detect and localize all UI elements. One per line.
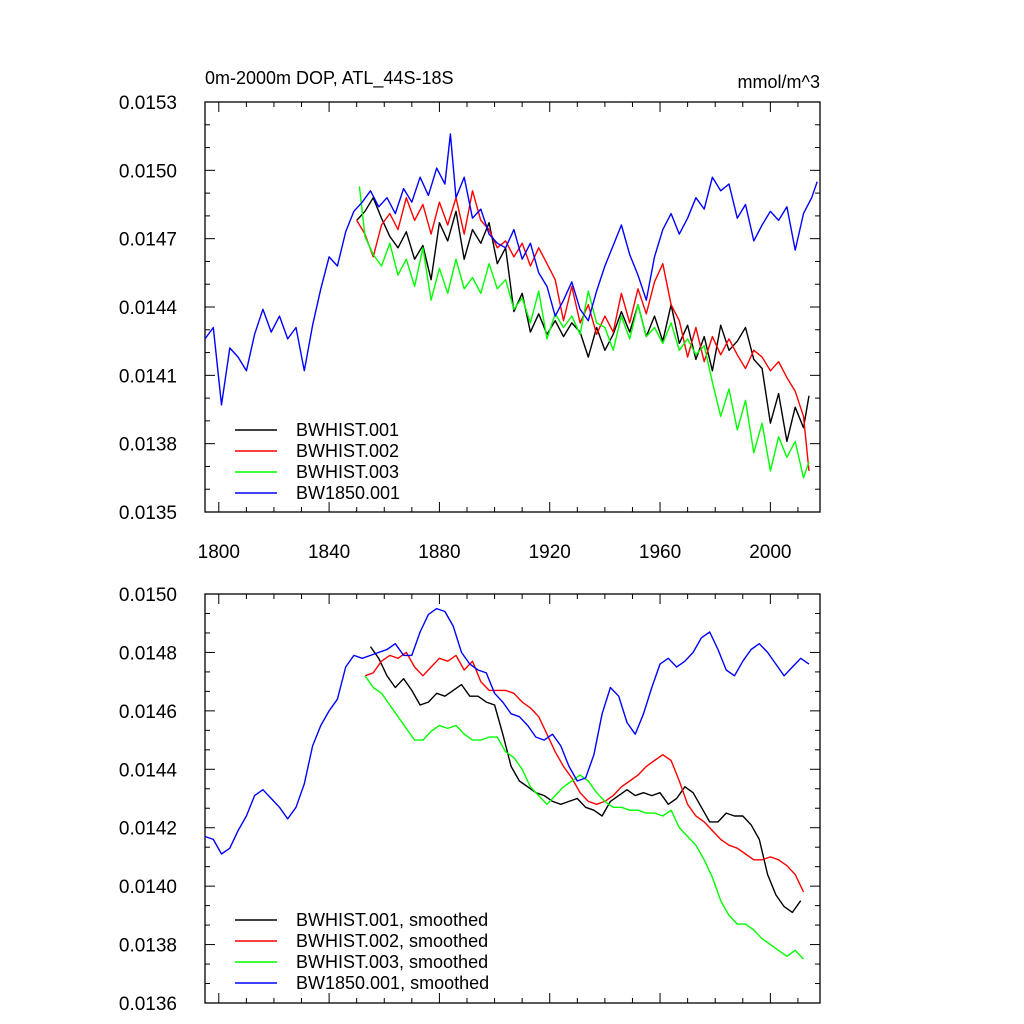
x-tick-label: 1840 — [308, 542, 350, 563]
top-panel: 1800 1840 1880 1920 1960 2000 0.0135 0.0138 0.01… — [119, 68, 821, 563]
series-line — [369, 646, 802, 914]
y-tick-label: 0.0142 — [119, 819, 177, 840]
y-tick-label: 0.0146 — [119, 702, 177, 723]
y-tick-label: 0.0138 — [119, 435, 177, 456]
legend-label: BWHIST.001 — [296, 420, 399, 440]
y-tick-label: 0.0144 — [119, 298, 178, 319]
units-label: mmol/m^3 — [738, 72, 820, 92]
y-tick-label: 0.0150 — [119, 585, 177, 606]
y-tick-label: 0.0136 — [119, 994, 177, 1015]
series-line — [204, 607, 810, 855]
legend-label: BWHIST.003 — [296, 462, 399, 482]
legend-label: BWHIST.001, smoothed — [296, 910, 488, 930]
legend-label: BWHIST.003, smoothed — [296, 952, 488, 972]
y-tick-label: 0.0147 — [119, 230, 177, 251]
y-tick-label: 0.0138 — [119, 936, 177, 957]
y-tick-label: 0.0140 — [119, 877, 177, 898]
legend-label: BW1850.001 — [296, 483, 400, 503]
legend-label: BW1850.001, smoothed — [296, 973, 489, 993]
x-tick-label: 1960 — [639, 542, 681, 563]
x-tick-label: 1920 — [529, 542, 571, 563]
series-line — [204, 133, 818, 406]
y-tick-label: 0.0148 — [119, 643, 177, 664]
x-tick-label: 1880 — [418, 542, 460, 563]
y-tick-label: 0.0135 — [119, 503, 177, 524]
legend-label: BWHIST.002, smoothed — [296, 931, 488, 951]
chart-title: 0m-2000m DOP, ATL_44S-18S — [205, 68, 453, 89]
series-line — [358, 186, 810, 479]
y-tick-label: 0.0153 — [119, 93, 177, 114]
y-tick-label: 0.0141 — [119, 366, 177, 387]
y-tick-label: 0.0144 — [119, 760, 178, 781]
plot-frame — [204, 593, 821, 1004]
bottom-panel: 0.0136 0.0138 0.0140 0.0142 0.0144 0.0146 0.01… — [119, 585, 821, 1015]
series-line — [356, 196, 810, 443]
series-line — [364, 651, 805, 893]
x-tick-label: 2000 — [749, 542, 791, 563]
legend-label: BWHIST.002 — [296, 441, 399, 461]
x-tick-label: 1800 — [198, 542, 240, 563]
y-tick-label: 0.0150 — [119, 161, 177, 182]
